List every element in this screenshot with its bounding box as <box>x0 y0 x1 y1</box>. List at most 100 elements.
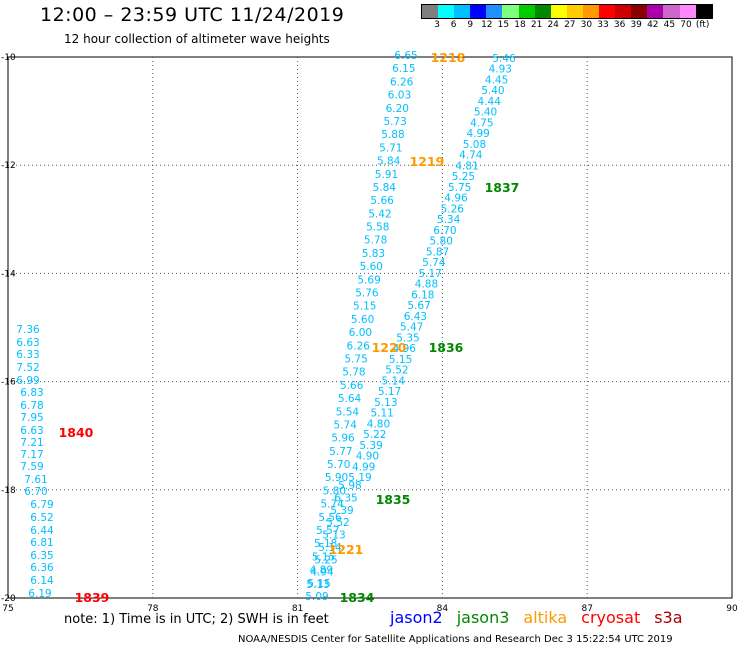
wave-height-value: 6.70 <box>433 225 456 237</box>
wave-height-value: 4.93 <box>489 64 512 76</box>
wave-height-value: 6.35 <box>334 492 357 504</box>
legend-swatch <box>663 5 680 18</box>
wave-height-value: 7.95 <box>20 412 43 424</box>
legend-swatch <box>502 5 519 18</box>
pass-time-label: 1839 <box>75 590 110 605</box>
footer-credit: NOAA/NESDIS Center for Satellite Applica… <box>238 634 673 645</box>
wave-height-value: 5.66 <box>340 380 364 392</box>
legend-swatch <box>679 5 696 18</box>
wave-height-value: 6.35 <box>30 550 53 562</box>
legend-swatch <box>647 5 664 18</box>
wave-height-value: 5.15 <box>312 551 335 563</box>
wave-height-value: 4.96 <box>444 193 468 205</box>
wave-height-value: 5.66 <box>370 195 394 207</box>
wave-height-value: 5.73 <box>383 116 406 128</box>
legend-swatch <box>599 5 616 18</box>
wave-height-value: 5.08 <box>463 139 486 151</box>
satellite-legend: jason2 jason3 altika cryosat s3a <box>390 608 697 627</box>
longitude-tick-label: 90 <box>726 604 738 614</box>
wave-height-value: 5.40 <box>474 107 497 119</box>
wave-height-value: 4.99 <box>352 461 375 473</box>
wave-height-value: 5.57 <box>316 525 339 537</box>
wave-height-value: 7.17 <box>20 449 43 461</box>
wave-height-value: 5.75 <box>344 353 367 365</box>
wave-height-value: 4.96 <box>393 343 417 355</box>
legend-swatch <box>534 5 551 18</box>
legend-label: 36 <box>613 20 626 30</box>
wave-height-value: 4.80 <box>367 418 390 430</box>
wave-height-value: 5.87 <box>426 246 449 258</box>
legend-swatch <box>518 5 535 18</box>
wave-height-value: 5.74 <box>334 419 358 431</box>
wave-height-value: 5.46 <box>492 53 516 65</box>
wave-height-value: 5.83 <box>362 248 385 260</box>
wave-height-value: 6.36 <box>30 562 54 574</box>
wave-height-value: 4.81 <box>455 160 478 172</box>
wave-height-value: 6.26 <box>347 340 371 352</box>
wave-height-value: 5.98 <box>338 480 361 492</box>
wave-height-value: 5.67 <box>407 300 430 312</box>
wave-height-value: 5.13 <box>322 530 345 542</box>
pass-time-label: 1219 <box>410 154 445 169</box>
wave-height-value: 6.70 <box>24 486 47 498</box>
wave-height-value: 6.79 <box>30 499 53 511</box>
wave-height-value: 5.52 <box>385 365 408 377</box>
wave-height-value: 5.60 <box>351 314 374 326</box>
wave-height-value: 5.77 <box>329 446 352 458</box>
latitude-tick-label: -18 <box>1 486 16 496</box>
wave-height-value: 5.76 <box>355 288 379 300</box>
wave-height-value: 5.13 <box>306 579 329 591</box>
legend-label: 6 <box>450 20 457 30</box>
latitude-tick-label: -12 <box>1 161 16 171</box>
wave-height-value: 7.36 <box>16 324 40 336</box>
satellite-legend-altika: altika <box>523 608 568 627</box>
wave-height-value: 5.25 <box>452 171 475 183</box>
wave-height-value: 4.75 <box>470 117 493 129</box>
wave-height-value: 5.88 <box>381 129 404 141</box>
wave-height-value: 5.42 <box>368 208 391 220</box>
satellite-legend-jason2: jason2 <box>390 608 443 627</box>
wave-height-value: 6.26 <box>390 76 414 88</box>
wave-height-value: 5.80 <box>430 236 453 248</box>
legend-label: 15 <box>497 20 510 30</box>
wave-height-value: 4.74 <box>459 150 483 162</box>
legend-label: 70 <box>680 20 692 30</box>
wave-height-value: 5.15 <box>353 301 376 313</box>
wave-height-value: 5.84 <box>377 156 401 168</box>
legend-label: 18 <box>514 20 526 30</box>
legend-label: 27 <box>564 20 576 30</box>
legend-swatch <box>550 5 567 18</box>
legend-labels: 3 6 9 12 15 18 21 24 27 30 33 36 39 42 45 70 (ft) <box>421 19 713 31</box>
wave-height-value: 6.33 <box>16 349 39 361</box>
pass-time-label: 1840 <box>59 425 94 440</box>
wave-height-value: 6.14 <box>30 575 54 587</box>
legend-label: (ft) <box>695 20 710 30</box>
legend-swatch <box>422 5 439 18</box>
wave-height-value: 5.14 <box>318 542 342 554</box>
wave-height-value: 4.94 <box>310 567 334 579</box>
wave-height-value: 5.74 <box>320 499 344 511</box>
wave-height-value: 5.40 <box>481 85 504 97</box>
pass-time-label: 1220 <box>372 340 407 355</box>
wave-height-value: 7.21 <box>20 437 43 449</box>
longitude-tick-label: 87 <box>581 604 592 614</box>
wave-height-value: 6.18 <box>411 289 434 301</box>
wave-height-value: 5.17 <box>378 386 401 398</box>
wave-height-value: 5.22 <box>363 429 386 441</box>
satellite-legend-s3a: s3a <box>654 608 683 627</box>
pass-time-label: 1835 <box>376 492 411 507</box>
pass-time-label: 1218 <box>431 50 466 65</box>
legend-swatch <box>486 5 503 18</box>
latitude-tick-label: -20 <box>1 594 16 604</box>
map-frame <box>7 56 733 599</box>
wave-height-value: 6.44 <box>30 525 54 537</box>
wave-height-value: 5.39 <box>330 505 353 517</box>
wave-height-value: 6.52 <box>30 512 53 524</box>
latitude-tick-label: -16 <box>1 378 16 388</box>
wave-height-value: 7.59 <box>20 461 43 473</box>
satellite-legend-cryosat: cryosat <box>581 608 641 627</box>
wave-height-value: 6.99 <box>16 375 39 387</box>
wave-height-value: 5.35 <box>396 332 419 344</box>
longitude-tick-label: 84 <box>437 604 449 614</box>
wave-height-value: 6.43 <box>404 311 427 323</box>
